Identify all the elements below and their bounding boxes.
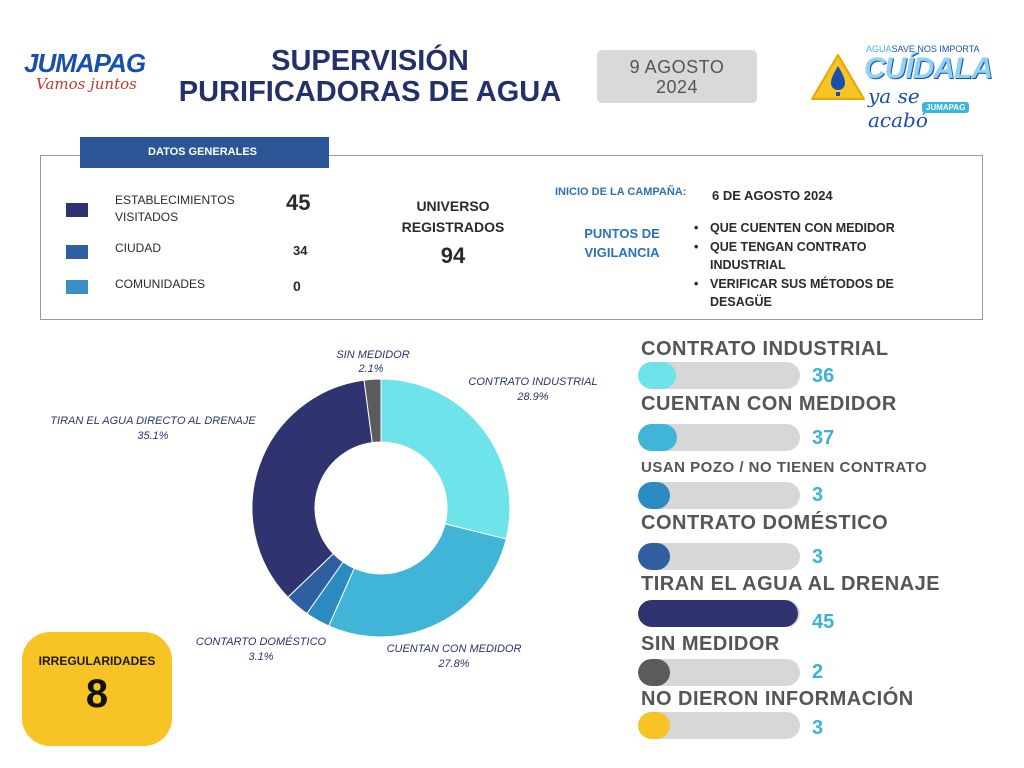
legend-square-ciudad [66, 245, 88, 259]
bar-value: 37 [812, 427, 835, 449]
bar-label: SIN MEDIDOR [641, 633, 780, 655]
bar-value: 3 [812, 484, 824, 506]
pie-label-contrato-domestico: CONTARTO DOMÉSTICO [196, 635, 327, 648]
bar-value: 3 [812, 546, 824, 568]
pie-pct-tiran-drenaje: 35.1% [137, 430, 168, 442]
jumapag-logo: JUMAPAG Vamos juntos [24, 50, 154, 96]
bar-fill [638, 482, 670, 509]
bar-label: CONTRATO DOMÉSTICO [641, 512, 889, 534]
donut-slice [363, 378, 382, 444]
irregularidades-card: IRREGULARIDADES 8 [22, 632, 172, 746]
page-title: SUPERVISIÓN PURIFICADORAS DE AGUA [160, 46, 580, 108]
logo-badge: JUMAPAG [922, 102, 970, 113]
pie-pct-cuentan-medidor: 27.8% [437, 658, 469, 670]
bar-fill [638, 424, 678, 451]
donut-chart: SIN MEDIDOR 2.1% CONTRATO INDUSTRIAL 28.… [50, 349, 597, 670]
bar-value: 36 [812, 365, 835, 387]
comunidades-value: 0 [293, 278, 301, 294]
logo-top-line: AGUASAVE NOS IMPORTA [866, 44, 980, 54]
bar-fill [638, 362, 677, 389]
date-line-1: 9 AGOSTO [629, 57, 725, 77]
irregularidades-value: 8 [85, 672, 109, 716]
bar-fill [638, 659, 670, 686]
bar-value: 45 [812, 611, 835, 633]
donut-slice [251, 379, 373, 598]
bar-value: 3 [812, 717, 824, 739]
bar-track [638, 424, 800, 451]
pie-label-contrato-industrial: CONTRATO INDUSTRIAL [468, 376, 597, 388]
bar-track [638, 543, 800, 570]
date-line-2: 2024 [655, 77, 699, 97]
puntos-vigilancia-list: QUE CUENTEN CON MEDIDOR QUE TENGAN CONTR… [692, 219, 932, 312]
bar-fill [638, 712, 670, 739]
establecimientos-value: 45 [286, 190, 311, 215]
universo-registrados: UNIVERSO REGISTRADOS 94 [392, 196, 514, 268]
bar-label: NO DIERON INFORMACIÓN [641, 688, 914, 710]
pie-pct-contrato-domestico: 3.1% [248, 651, 273, 663]
title-line-2: PURIFICADORAS DE AGUA [178, 76, 562, 108]
legend-square-comunidades [66, 280, 88, 294]
pie-pct-contrato-industrial: 28.9% [516, 391, 548, 403]
bar-label: USAN POZO / NO TIENEN CONTRATO [641, 459, 928, 476]
universo-label-1: UNIVERSO [416, 198, 490, 214]
bar-fill [638, 543, 670, 570]
bar-track [638, 482, 800, 509]
universo-value: 94 [440, 243, 466, 268]
general-data-tab: DATOS GENERALES [80, 137, 329, 168]
bar-track [638, 659, 800, 686]
comunidades-label: COMUNIDADES [115, 277, 206, 291]
legend-square-establecimientos [66, 203, 88, 217]
logo-main-text: CUÍDALA [864, 52, 993, 85]
donut-slice [380, 378, 511, 540]
logo-tagline: Vamos juntos [36, 75, 137, 93]
title-line-1: SUPERVISIÓN [271, 45, 469, 77]
report-date: 9 AGOSTO 2024 [597, 50, 757, 103]
logo-sub-text: ya se acabó [868, 84, 928, 132]
puntos-vigilancia-label: PUNTOS DE VIGILANCIA [584, 226, 660, 260]
bar-track [638, 362, 800, 389]
campaign-start-value: 6 DE AGOSTO 2024 [712, 188, 833, 203]
pie-label-tiran-drenaje: TIRAN EL AGUA DIRECTO AL DRENAJE [50, 415, 256, 427]
pie-label-cuentan-medidor: CUENTAN CON MEDIDOR [387, 643, 522, 655]
warning-icon [811, 54, 865, 100]
punto-item: QUE CUENTEN CON MEDIDOR [692, 219, 932, 237]
logo-brand: JUMAPAG [24, 48, 146, 78]
bar-value: 2 [812, 661, 824, 683]
donut-slice [328, 523, 507, 638]
punto-item: VERIFICAR SUS MÉTODOS DE DESAGÜE [692, 275, 932, 311]
universo-label-2: REGISTRADOS [401, 219, 505, 235]
bar-label: CONTRATO INDUSTRIAL [641, 338, 889, 360]
pie-pct-sin-medidor: 2.1% [357, 363, 383, 375]
bar-label: CUENTAN CON MEDIDOR [641, 393, 897, 415]
bar-label: TIRAN EL AGUA AL DRENAJE [641, 573, 941, 595]
establecimientos-label: ESTABLECIMIENTOS VISITADOS [115, 193, 235, 224]
punto-item: QUE TENGAN CONTRATO INDUSTRIAL [692, 238, 932, 274]
bar-fill [638, 600, 798, 627]
pie-label-sin-medidor: SIN MEDIDOR [336, 349, 409, 361]
ciudad-label: CIUDAD [115, 241, 162, 255]
cuidala-campaign-logo: AGUASAVE NOS IMPORTA CUÍDALA ya se acabó… [810, 44, 993, 132]
bar-track [638, 712, 800, 739]
campaign-start-label: INICIO DE LA CAMPAÑA: [555, 186, 687, 198]
bar-track [638, 600, 800, 627]
irregularidades-label: IRREGULARIDADES [38, 654, 156, 668]
ciudad-value: 34 [293, 243, 308, 258]
